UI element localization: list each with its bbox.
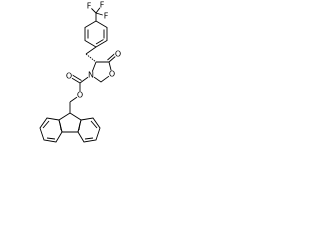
atom-labels: F F F O O N O O — [65, 1, 122, 100]
atom-label: N — [88, 71, 94, 80]
atom-label: O — [109, 70, 115, 79]
atom-label: F — [104, 12, 109, 21]
atom-label: O — [77, 91, 83, 100]
atom-label: O — [66, 72, 72, 81]
molecule: F F F O O N O O — [39, 1, 122, 143]
atom-label: F — [87, 2, 92, 11]
bonds — [39, 4, 118, 143]
atom-label: O — [115, 50, 121, 59]
atom-label: F — [100, 1, 105, 10]
